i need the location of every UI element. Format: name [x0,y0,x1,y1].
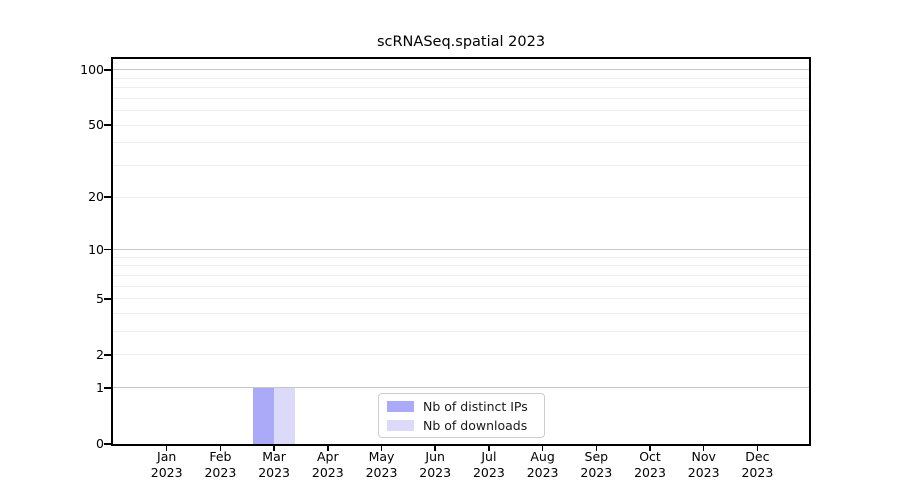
gridline-minor [113,142,809,144]
x-tick-label: Nov 2023 [687,449,720,480]
gridline-minor [113,77,809,79]
gridline-major [113,387,809,389]
gridline-minor [113,313,809,315]
gridline-major [113,69,809,71]
x-tick-mark [219,445,222,451]
x-tick-mark [649,445,651,451]
y-tick-mark [104,248,111,251]
gridline-minor [113,285,809,287]
gridline-minor [113,196,809,198]
x-tick-label: Apr 2023 [311,449,344,480]
legend-swatch-nb-of-downloads [387,419,414,431]
x-tick-label: Jan 2023 [150,449,183,480]
gridline-minor [113,97,809,99]
y-tick-mark [104,124,111,127]
x-tick-mark [165,445,168,451]
y-tick-mark [104,443,111,445]
x-tick-mark [702,445,705,451]
gridline-minor [113,256,809,258]
y-tick-label: 5 [96,290,104,306]
x-tick-mark [273,445,275,451]
chart-title: scRNASeq.spatial 2023 [376,34,546,50]
bar-nb-of-downloads-mar-2023 [274,387,296,444]
x-tick-mark [488,445,490,451]
gridline-minor [113,165,809,167]
y-tick-mark [104,354,111,356]
y-tick-mark [104,297,111,300]
bar-nb-of-distinct-ips-mar-2023 [252,387,275,444]
legend-label: Nb of downloads [423,417,528,433]
x-tick-mark [756,445,759,451]
x-tick-mark [327,445,329,451]
gridline-major [113,249,809,251]
gridline-minor [113,265,809,267]
x-tick-label: May 2023 [365,449,398,480]
gridline-minor [113,110,809,112]
x-tick-label: Oct 2023 [634,449,666,480]
x-tick-mark [541,445,544,451]
legend-label: Nb of distinct IPs [423,398,528,414]
y-tick-mark [104,196,111,198]
y-tick-label: 50 [88,117,104,133]
gridline-minor [113,274,809,276]
x-tick-label: Sep 2023 [580,449,613,480]
x-tick-label: Jun 2023 [419,449,452,480]
y-tick-label: 1 [96,379,104,395]
gridline-minor [113,354,809,356]
legend-item-nb-of-distinct-ips: Nb of distinct IPs [387,399,536,414]
legend-item-nb-of-downloads: Nb of downloads [387,418,536,433]
y-tick-mark [104,69,111,71]
gridline-minor [113,87,809,89]
x-tick-label: Mar 2023 [258,449,290,480]
x-tick-mark [380,445,383,451]
y-tick-label: 20 [88,189,104,205]
y-tick-label: 2 [96,346,104,362]
x-tick-mark [595,445,598,451]
gridline-minor [113,331,809,333]
legend-swatch-nb-of-distinct-ips [387,400,414,412]
gridline-minor [113,298,809,300]
x-tick-mark [434,445,436,451]
x-tick-label: Aug 2023 [526,449,559,480]
y-tick-label: 10 [88,241,104,257]
legend: Nb of distinct IPs Nb of downloads [378,393,545,438]
x-tick-label: Dec 2023 [741,449,774,480]
plot-area [111,57,811,446]
y-tick-label: 0 [96,436,104,451]
x-tick-label: Jul 2023 [472,449,505,480]
gridline-minor [113,124,809,126]
y-tick-mark [104,387,111,389]
y-tick-label: 100 [80,61,104,77]
x-tick-label: Feb 2023 [204,449,237,480]
